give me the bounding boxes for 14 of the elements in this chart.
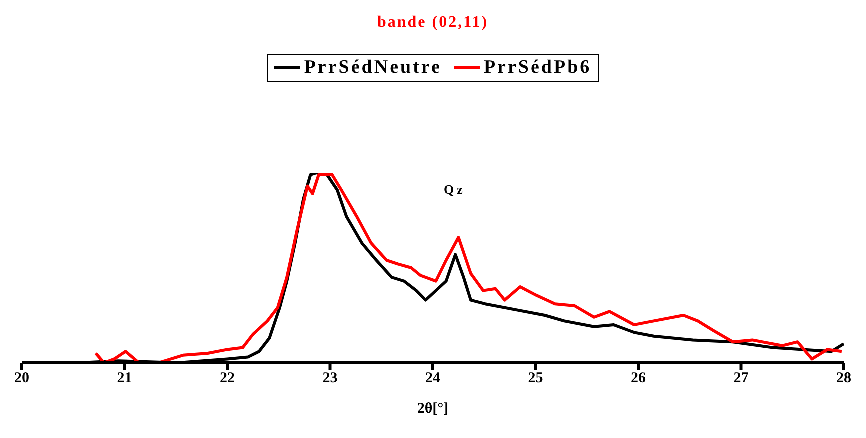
- annotation: Qz: [444, 182, 466, 198]
- x-tick-label: 20: [14, 370, 30, 387]
- x-axis-title: 2θ[°]: [417, 401, 449, 417]
- x-tick-label: 26: [631, 370, 646, 387]
- legend-label: PrrSédPb6: [482, 57, 592, 79]
- x-tick-label: 21: [117, 370, 132, 387]
- x-tick-label: 24: [426, 370, 441, 387]
- x-tick-label: 27: [734, 370, 750, 387]
- x-tick-label: 28: [836, 370, 852, 387]
- x-tick-label: 22: [220, 370, 235, 387]
- x-tick-label: 25: [528, 370, 544, 387]
- chart-title: bande (02,11): [376, 13, 490, 33]
- legend-label: PrrSédNeutre: [303, 57, 442, 79]
- x-tick-label: 23: [322, 370, 338, 387]
